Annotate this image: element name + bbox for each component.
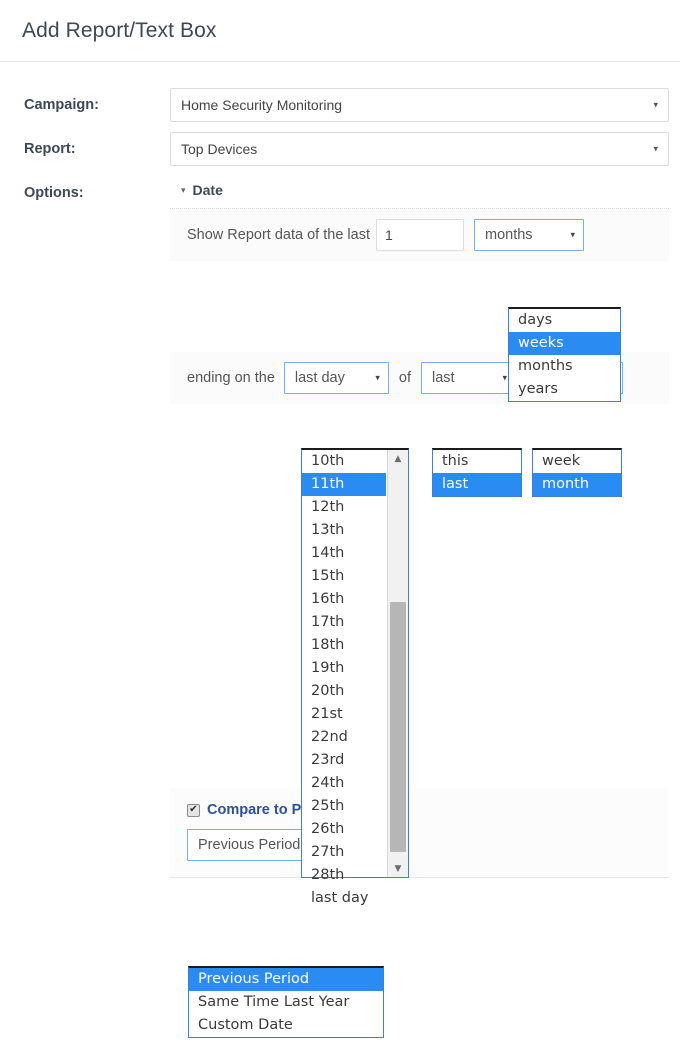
options-label: Options: <box>24 185 84 201</box>
ending-day-option[interactable]: 22nd <box>311 729 348 745</box>
compare-header[interactable]: ✔ Compare to Past <box>187 802 669 818</box>
duration-unit-dropdown[interactable]: days weeks months years <box>508 307 621 402</box>
ending-relative-option[interactable]: this <box>442 453 469 469</box>
ending-day-dropdown[interactable]: 10th 11th 12th 13th 14th 15th 16th 17th 18th 19th… <box>301 448 409 906</box>
report-control-area: Top Devices ▾ <box>170 132 680 166</box>
duration-unit-option[interactable]: days <box>518 312 553 328</box>
duration-unit-value: months <box>484 227 533 243</box>
ending-day-option[interactable]: 12th <box>311 499 345 515</box>
campaign-label: Campaign: <box>24 97 99 113</box>
duration-prefix-label: Show Report data of the last <box>187 227 370 243</box>
ending-period-option[interactable]: month <box>533 473 621 496</box>
campaign-select[interactable]: Home Security Monitoring ▾ <box>170 88 669 122</box>
ending-day-select[interactable]: last day ▾ <box>283 362 389 394</box>
duration-amount-input[interactable] <box>375 219 464 251</box>
ending-period-dropdown[interactable]: week month <box>532 448 622 497</box>
date-section-title: Date <box>192 182 223 198</box>
dialog-header: Add Report/Text Box <box>0 0 680 62</box>
ending-day-option[interactable]: 24th <box>311 775 345 791</box>
collapse-triangle-icon: ▾ <box>181 184 186 195</box>
compare-select-value: Previous Period <box>198 837 301 853</box>
ending-day-option[interactable]: last day <box>311 890 369 906</box>
chevron-down-icon: ▾ <box>570 229 575 240</box>
ending-day-option[interactable]: 14th <box>311 545 345 561</box>
ending-day-option[interactable]: 11th <box>302 473 386 496</box>
ending-relative-select[interactable]: last ▾ <box>420 362 516 394</box>
campaign-row: Campaign: Home Security Monitoring ▾ <box>0 88 680 122</box>
ending-day-option[interactable]: 17th <box>311 614 345 630</box>
ending-middle-label: of <box>398 370 411 386</box>
duration-unit-option[interactable]: months <box>518 358 573 374</box>
compare-dropdown[interactable]: Previous Period Same Time Last Year Custom… <box>188 966 384 1038</box>
duration-unit-select[interactable]: months ▾ <box>473 219 584 251</box>
ending-day-option[interactable]: 25th <box>311 798 345 814</box>
ending-day-option[interactable]: 13th <box>311 522 345 538</box>
ending-day-option[interactable]: 20th <box>311 683 345 699</box>
page-title: Add Report/Text Box <box>22 18 217 42</box>
day-dropdown-scrollbar[interactable]: ▲ ▼ <box>387 450 408 877</box>
ending-relative-option[interactable]: last <box>433 473 521 496</box>
report-select-value: Top Devices <box>181 141 258 157</box>
compare-option[interactable]: Previous Period <box>189 968 383 991</box>
scrollbar-thumb[interactable] <box>390 602 406 852</box>
ending-day-option[interactable]: 19th <box>311 660 345 676</box>
ending-day-option[interactable]: 18th <box>311 637 345 653</box>
campaign-select-value: Home Security Monitoring <box>181 97 343 113</box>
compare-checkbox[interactable]: ✔ <box>187 803 200 817</box>
ending-relative-dropdown[interactable]: this last <box>432 448 522 497</box>
options-panel: ▾ Date Show Report data of the last mont… <box>170 176 680 878</box>
compare-option[interactable]: Same Time Last Year <box>198 994 350 1010</box>
scroll-up-arrow-icon[interactable]: ▲ <box>394 453 402 464</box>
scroll-down-arrow-icon[interactable]: ▼ <box>394 863 402 874</box>
chevron-down-icon: ▾ <box>653 143 658 154</box>
compare-title: Compare to Past <box>207 802 323 818</box>
duration-unit-option[interactable]: weeks <box>509 332 620 355</box>
duration-unit-option[interactable]: years <box>518 381 558 397</box>
checkmark-icon: ✔ <box>189 804 198 815</box>
ending-day-option[interactable]: 10th <box>311 453 345 469</box>
ending-period-option[interactable]: week <box>542 453 581 469</box>
duration-row: Show Report data of the last months ▾ <box>170 209 669 261</box>
report-label: Report: <box>24 141 76 157</box>
chevron-down-icon: ▾ <box>502 372 507 383</box>
date-section-header[interactable]: ▾ Date <box>170 176 669 209</box>
ending-prefix-label: ending on the <box>187 370 275 386</box>
ending-day-option[interactable]: 26th <box>311 821 345 837</box>
report-select[interactable]: Top Devices ▾ <box>170 132 669 166</box>
chevron-down-icon: ▾ <box>653 99 658 110</box>
campaign-control-area: Home Security Monitoring ▾ <box>170 88 680 122</box>
ending-day-option[interactable]: 27th <box>311 844 345 860</box>
compare-option[interactable]: Custom Date <box>198 1017 293 1033</box>
ending-relative-value: last <box>431 370 455 386</box>
ending-day-option[interactable]: 21st <box>311 706 343 722</box>
ending-day-option[interactable]: 23rd <box>311 752 345 768</box>
chevron-down-icon: ▾ <box>375 372 380 383</box>
ending-day-value: last day <box>294 370 345 386</box>
compare-panel: ✔ Compare to Past Previous Period ▾ <box>170 788 669 878</box>
ending-day-option[interactable]: 16th <box>311 591 345 607</box>
ending-day-option[interactable]: 15th <box>311 568 345 584</box>
report-row: Report: Top Devices ▾ <box>0 132 680 166</box>
ending-day-option[interactable]: 28th <box>311 867 345 883</box>
